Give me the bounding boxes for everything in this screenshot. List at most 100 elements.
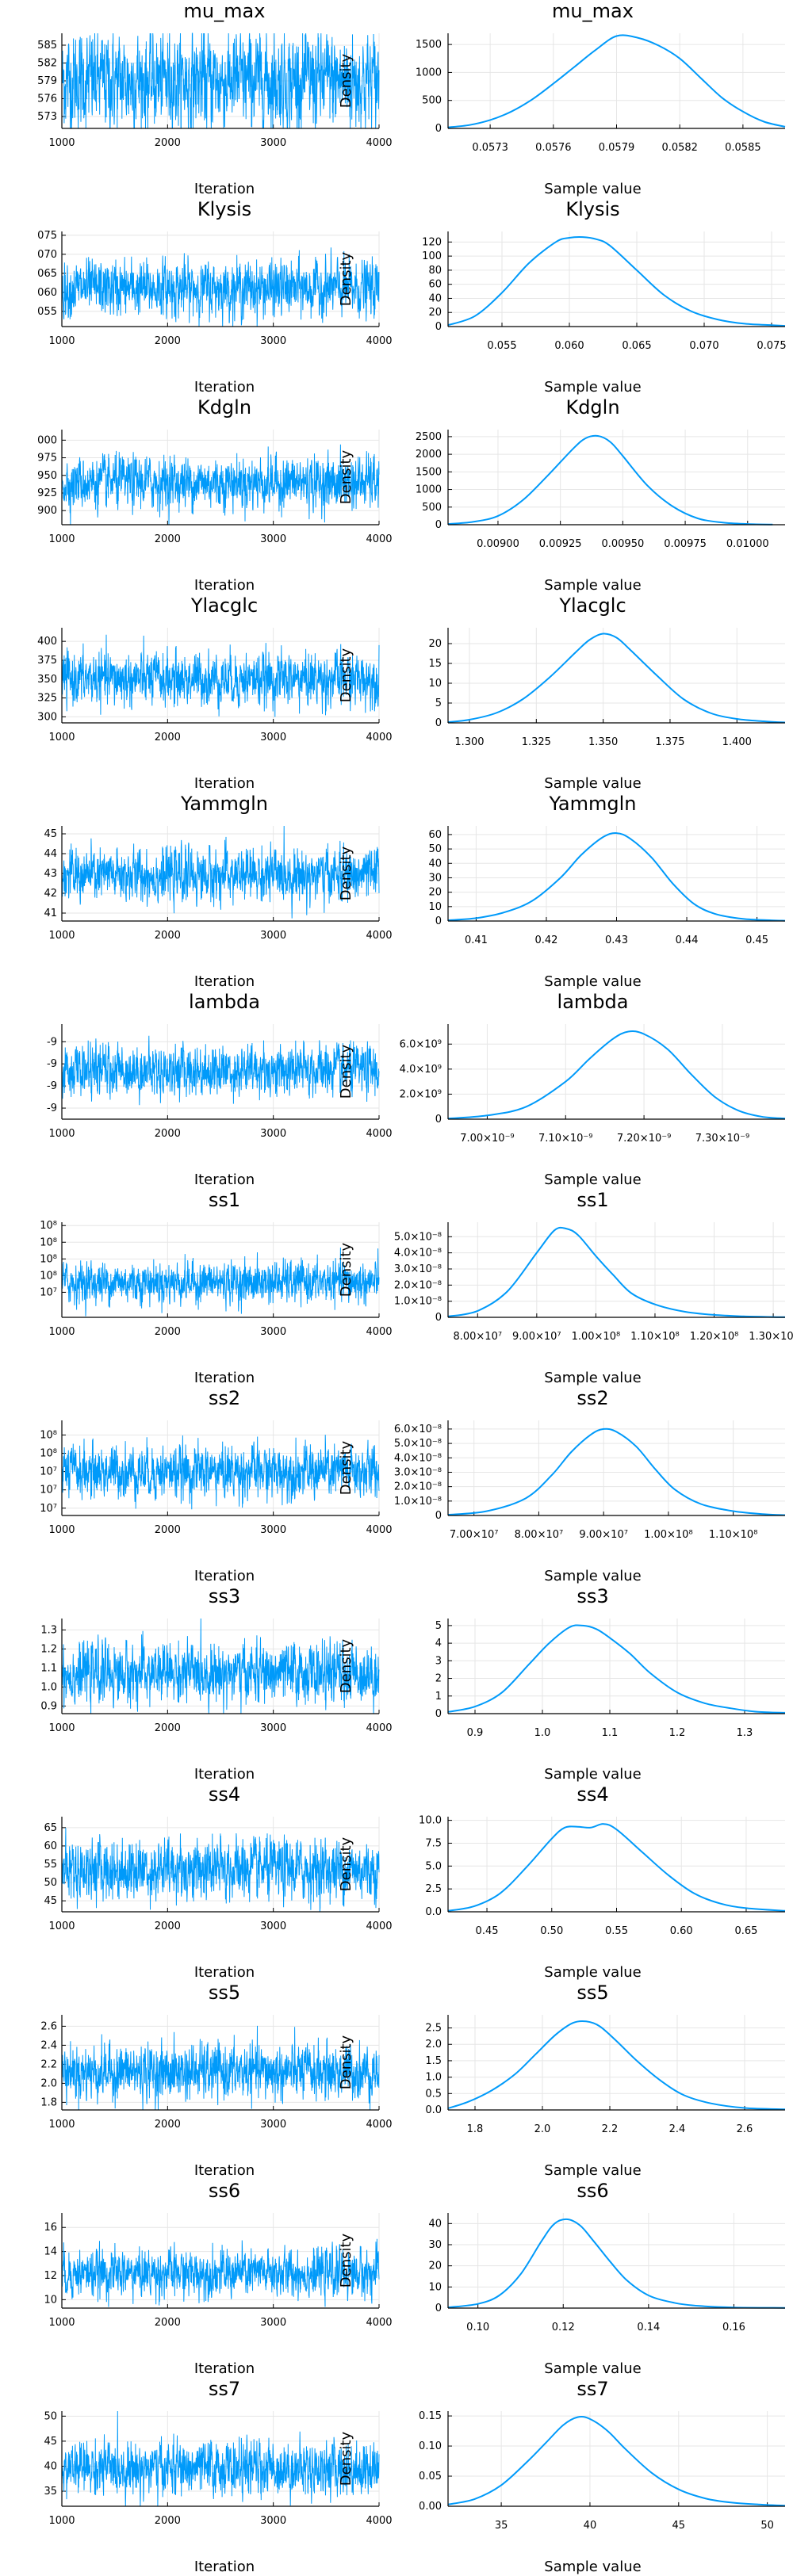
trace-ytick-label: 975	[37, 453, 57, 464]
trace-title: Klysis	[197, 198, 251, 220]
density-ytick-label: 0	[435, 1708, 442, 1720]
density-ytick-label: 10	[428, 678, 442, 690]
density-xtick-label: 0.0576	[535, 142, 572, 154]
density-xtick-label: 0.0585	[725, 142, 761, 154]
trace-xtick-label: 4000	[366, 137, 392, 149]
trace-ytick-label: 10⁷	[40, 1503, 57, 1515]
trace-panel-ss5: 1000 2000 3000 4000 1.8 2.0 2.2 2.4 2.6 ss5 Iterat…	[40, 1982, 392, 2179]
density-ylabel: Density	[338, 1638, 354, 1693]
density-xlabel: Sample value	[544, 379, 641, 396]
trace-xtick-label: 1000	[48, 335, 75, 347]
density-ylabel: Density	[338, 648, 354, 702]
density-curve-Yammgln	[447, 832, 786, 922]
trace-ytick-label: 10⁸	[40, 1253, 57, 1265]
density-ylabel: Density	[338, 1836, 354, 1891]
trace-ytick-label: 10⁸	[40, 1236, 57, 1248]
density-xtick-label: 0.01000	[726, 538, 769, 550]
trace-ytick-label: 42	[44, 888, 57, 900]
chart-row-ss2: 1000 2000 3000 4000 10⁷ 10⁷ 10⁷ 10⁸ 10⁸ ss2 Iterat…	[40, 1387, 786, 1584]
density-panel-ss6: 0.10 0.12 0.14 0.16 0 10 20 30 40 ss6 Sample value…	[338, 2180, 786, 2377]
density-curve-Klysis	[447, 235, 786, 327]
trace-xtick-label: 3000	[260, 533, 286, 545]
trace-panel-ss3: 1000 2000 3000 4000 0.9 1.0 1.1 1.2 1.3 ss3 Iterat…	[40, 1585, 392, 1783]
density-xtick-label: 1.400	[722, 736, 752, 748]
trace-xtick-label: 3000	[260, 335, 286, 347]
density-title: mu_max	[552, 0, 634, 22]
trace-ytick-label: 41	[44, 908, 57, 919]
chart-row-ss4: 1000 2000 3000 4000 45 50 55 60 65 ss4 Iteration 0.…	[44, 1783, 786, 1981]
density-xtick-label: 0.10	[466, 2322, 489, 2333]
trace-series-ss3	[61, 1618, 380, 1714]
trace-ytick-label: -9	[47, 1080, 57, 1092]
density-ytick-label: 1000	[416, 67, 442, 78]
trace-xtick-label: 4000	[366, 1921, 392, 1932]
density-ytick-label: 7.5	[425, 1837, 442, 1849]
trace-ytick-label: 925	[37, 487, 57, 499]
density-xtick-label: 0.00950	[601, 538, 644, 550]
trace-ytick-label: 325	[37, 693, 57, 705]
density-xtick-label: 0.9	[467, 1727, 484, 1739]
density-panel-ss2: 7.00×10⁷ 8.00×10⁷ 9.00×10⁷ 1.00×10⁸ 1.10×10⁸…	[338, 1387, 786, 1584]
trace-xtick-label: 3000	[260, 1722, 286, 1734]
density-ytick-label: 2.0×10⁹	[400, 1088, 442, 1100]
density-ytick-label: 40	[428, 292, 442, 304]
trace-ytick-label: 10⁷	[40, 1485, 57, 1496]
trace-ytick-label: 1.0	[40, 1681, 57, 1693]
density-xtick-label: 0.065	[622, 340, 651, 352]
density-ytick-label: 2500	[416, 431, 442, 443]
density-xtick-label: 2.0	[534, 2123, 551, 2135]
trace-panel-Ylacglc: 1000 2000 3000 4000 300 325 350 375 400 Ylacglc It…	[37, 594, 392, 792]
density-ytick-label: 0	[435, 1510, 442, 1522]
trace-xtick-label: 1000	[48, 930, 75, 942]
density-title: Klysis	[565, 198, 619, 220]
trace-ytick-label: 12	[44, 2270, 57, 2282]
trace-panel-mu_max: 1000 2000 3000 4000 573 576 579 582 585 mu_max Ite…	[37, 0, 392, 197]
trace-ytick-label: 55	[44, 1859, 57, 1871]
density-xlabel: Sample value	[544, 1964, 641, 1981]
trace-xtick-label: 4000	[366, 2515, 392, 2527]
trace-ytick-label: 375	[37, 655, 57, 667]
trace-xtick-label: 1000	[48, 533, 75, 545]
trace-xlabel: Iteration	[194, 1568, 255, 1584]
trace-series-ss5	[61, 2025, 380, 2111]
trace-xtick-label: 4000	[366, 335, 392, 347]
chart-row-lambda: 1000 2000 3000 4000 -9 -9 -9 -9 lambda Iteration 7…	[47, 991, 786, 1188]
density-ytick-label: 0	[435, 2303, 442, 2314]
trace-ytick-label: 070	[37, 249, 57, 261]
density-title: ss2	[577, 1387, 608, 1409]
trace-xtick-label: 3000	[260, 2515, 286, 2527]
density-panel-ss4: 0.45 0.50 0.55 0.60 0.65 0.0 2.5 5.0 7.5 10.0 ss4 S…	[338, 1783, 786, 1981]
density-ytick-label: 4.0×10⁻⁸	[394, 1452, 442, 1464]
trace-xlabel: Iteration	[194, 1171, 255, 1188]
density-xtick-label: 8.00×10⁷	[453, 1331, 502, 1343]
density-xlabel: Sample value	[544, 973, 641, 990]
density-ytick-label: 60	[428, 829, 442, 841]
trace-xtick-label: 2000	[155, 1921, 181, 1932]
density-title: ss4	[577, 1783, 608, 1806]
trace-panel-ss7: 1000 2000 3000 4000 35 40 45 50 ss7 Iteration	[44, 2378, 392, 2575]
density-ylabel: Density	[338, 1044, 354, 1099]
trace-xtick-label: 4000	[366, 533, 392, 545]
density-xtick-label: 2.2	[602, 2123, 619, 2135]
density-xtick-label: 1.0	[534, 1727, 551, 1739]
trace-series-lambda	[61, 1035, 380, 1106]
density-ytick-label: 0	[435, 717, 442, 729]
trace-xtick-label: 1000	[48, 2119, 75, 2131]
trace-ytick-label: 2.4	[40, 2039, 57, 2051]
trace-ytick-label: 44	[44, 848, 57, 860]
density-ytick-label: 4	[435, 1638, 442, 1649]
density-panel-ss3: 0.9 1.0 1.1 1.2 1.3 0 1 2 3 4 5 ss3 Sample value Dens…	[338, 1585, 786, 1783]
trace-xtick-label: 2000	[155, 1128, 181, 1140]
density-ytick-label: 5	[435, 698, 442, 709]
trace-title: ss7	[209, 2378, 240, 2400]
trace-xtick-label: 3000	[260, 2119, 286, 2131]
density-xtick-label: 0.65	[734, 1925, 757, 1937]
density-ytick-label: 2.0×10⁻⁸	[394, 1279, 442, 1291]
density-xtick-label: 0.00975	[664, 538, 707, 550]
chart-row-Kdgln: 1000 2000 3000 4000 900 925 950 975 000 Kdgln Iter…	[37, 396, 785, 594]
density-ytick-label: 0	[435, 123, 442, 135]
density-panel-ss7: 35 40 45 50 0.00 0.05 0.10 0.15 ss7 Sample value D…	[338, 2378, 786, 2575]
trace-ytick-label: 1.2	[40, 1643, 57, 1655]
